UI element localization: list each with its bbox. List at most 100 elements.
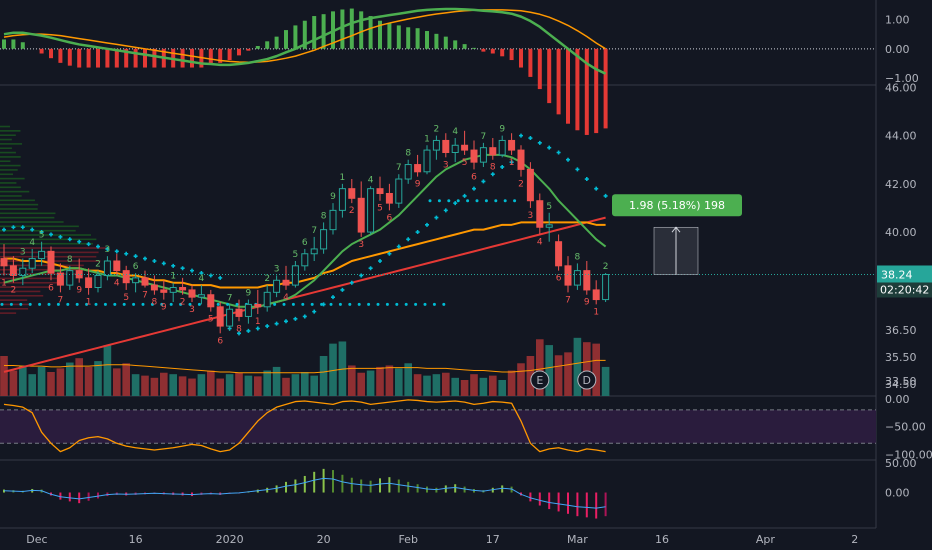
candle[interactable] [329, 209, 337, 231]
event-marker-label: E [536, 374, 543, 387]
candle[interactable] [461, 144, 469, 151]
osc-bar [585, 492, 588, 518]
candle[interactable] [179, 287, 187, 291]
osc-tick-label: 0.00 [885, 487, 910, 500]
candle[interactable] [320, 229, 328, 250]
td-count: 2 [95, 260, 101, 270]
candle[interactable] [19, 267, 27, 276]
candle[interactable] [103, 260, 111, 276]
td-count: 8 [490, 163, 496, 173]
macd-histogram-bar [387, 23, 392, 49]
event-marker[interactable] [530, 370, 550, 390]
macd-histogram-bar [547, 48, 552, 104]
candle[interactable] [273, 279, 281, 293]
price-tick-label: 33.50 [885, 375, 917, 388]
macd-line[interactable] [3, 7, 607, 75]
sar-point [188, 302, 192, 306]
volume-bar [592, 343, 600, 396]
td-count: 5 [377, 204, 383, 214]
osc-signal-line[interactable] [3, 477, 606, 509]
candle[interactable] [244, 303, 252, 317]
candle[interactable] [132, 277, 140, 284]
candle[interactable] [150, 284, 158, 291]
candle[interactable] [197, 294, 205, 298]
candle[interactable] [385, 192, 393, 204]
sar-point [105, 246, 110, 251]
candle[interactable] [526, 168, 534, 202]
price-tick-label: 44.00 [885, 130, 917, 143]
candle[interactable] [75, 270, 83, 279]
candle[interactable] [85, 277, 93, 289]
candle[interactable] [348, 188, 356, 199]
candle[interactable] [216, 306, 224, 327]
candle[interactable] [517, 149, 525, 170]
candle[interactable] [160, 289, 168, 293]
candle[interactable] [94, 274, 102, 289]
candle[interactable] [451, 144, 459, 154]
sar-point [428, 199, 432, 203]
candle[interactable] [235, 308, 243, 317]
candle[interactable] [310, 248, 318, 255]
candle[interactable] [414, 164, 422, 173]
sar-point [150, 302, 154, 306]
macd-histogram-bar [594, 48, 599, 134]
candle[interactable] [442, 139, 450, 154]
macd-histogram-bar [312, 16, 317, 49]
candle[interactable] [545, 224, 553, 228]
candle[interactable] [263, 291, 271, 308]
candle[interactable] [564, 265, 572, 286]
candle[interactable] [188, 289, 196, 298]
ma-red-line[interactable] [3, 216, 606, 373]
candle[interactable] [479, 147, 487, 163]
candle[interactable] [404, 164, 412, 180]
candle[interactable] [592, 289, 600, 301]
candle[interactable] [498, 139, 506, 156]
macd-histogram-bar [490, 48, 495, 54]
macd-histogram-bar [67, 48, 72, 66]
candle[interactable] [470, 149, 478, 163]
candle[interactable] [536, 200, 544, 228]
stoch-tick-label: 0.00 [885, 393, 910, 406]
stoch-line[interactable] [3, 399, 606, 453]
candle[interactable] [367, 188, 375, 233]
candle[interactable] [38, 250, 46, 260]
candle[interactable] [338, 188, 346, 211]
candle[interactable] [47, 250, 55, 274]
td-count: 4 [537, 237, 543, 247]
candle[interactable] [226, 308, 234, 327]
sar-point [85, 302, 89, 306]
candle[interactable] [291, 265, 299, 286]
candle[interactable] [28, 258, 36, 269]
candle[interactable] [432, 139, 440, 151]
candle[interactable] [376, 188, 384, 194]
candle[interactable] [423, 149, 431, 173]
candle[interactable] [602, 273, 610, 301]
macd-signal-line[interactable] [3, 9, 606, 64]
candle[interactable] [301, 253, 309, 267]
candle[interactable] [0, 258, 8, 267]
candle[interactable] [169, 287, 177, 293]
sar-point [368, 266, 373, 271]
candle[interactable] [9, 265, 17, 276]
candle[interactable] [113, 260, 121, 272]
candle[interactable] [395, 178, 403, 204]
candle[interactable] [122, 270, 130, 284]
sar-point [396, 244, 401, 249]
volume-bar [75, 358, 83, 396]
candle[interactable] [282, 279, 290, 286]
candle[interactable] [357, 197, 365, 233]
candle[interactable] [573, 270, 581, 286]
candle[interactable] [66, 270, 74, 286]
candle[interactable] [207, 294, 215, 308]
candle[interactable] [141, 277, 149, 286]
candle[interactable] [254, 303, 262, 308]
candle[interactable] [583, 270, 591, 291]
event-marker[interactable] [577, 370, 597, 390]
candle[interactable] [508, 139, 516, 151]
candle[interactable] [56, 272, 64, 286]
candle[interactable] [555, 241, 563, 267]
candle[interactable] [489, 147, 497, 156]
sar-point [434, 215, 439, 220]
